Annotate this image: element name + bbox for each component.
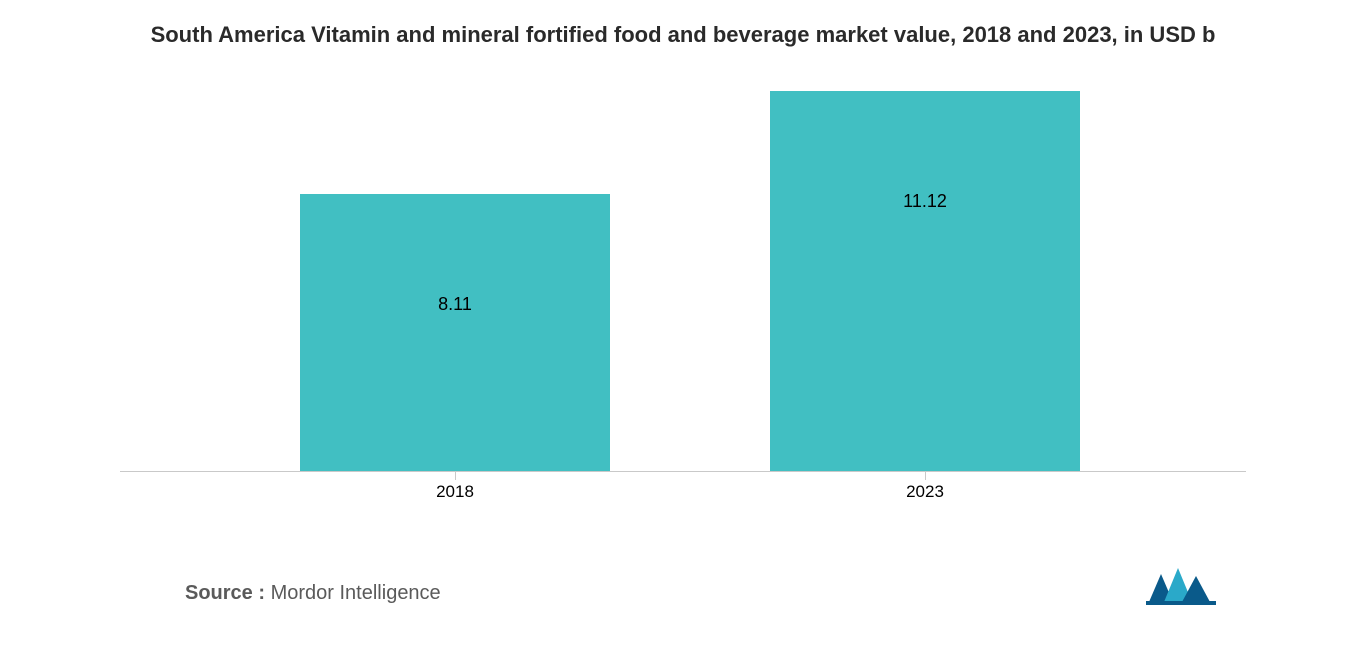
source-name: Mordor Intelligence bbox=[271, 582, 441, 604]
bar-2018: 8.11 bbox=[300, 194, 610, 471]
bar-value-2018: 8.11 bbox=[300, 294, 610, 315]
chart-area: 8.11 11.12 2018 2023 bbox=[0, 60, 1366, 530]
chart-title: South America Vitamin and mineral fortif… bbox=[0, 20, 1366, 51]
x-label-2018: 2018 bbox=[300, 482, 610, 502]
source-attribution: Source : Mordor Intelligence bbox=[185, 582, 441, 605]
source-label: Source : bbox=[185, 582, 265, 604]
footer: Source : Mordor Intelligence bbox=[0, 565, 1366, 605]
x-tick-0 bbox=[455, 472, 456, 480]
mordor-logo-icon bbox=[1146, 564, 1216, 611]
x-label-2023: 2023 bbox=[770, 482, 1080, 502]
bar-2023: 11.12 bbox=[770, 91, 1080, 471]
x-axis-baseline bbox=[120, 471, 1246, 472]
x-tick-1 bbox=[925, 472, 926, 480]
bar-value-2023: 11.12 bbox=[770, 191, 1080, 212]
